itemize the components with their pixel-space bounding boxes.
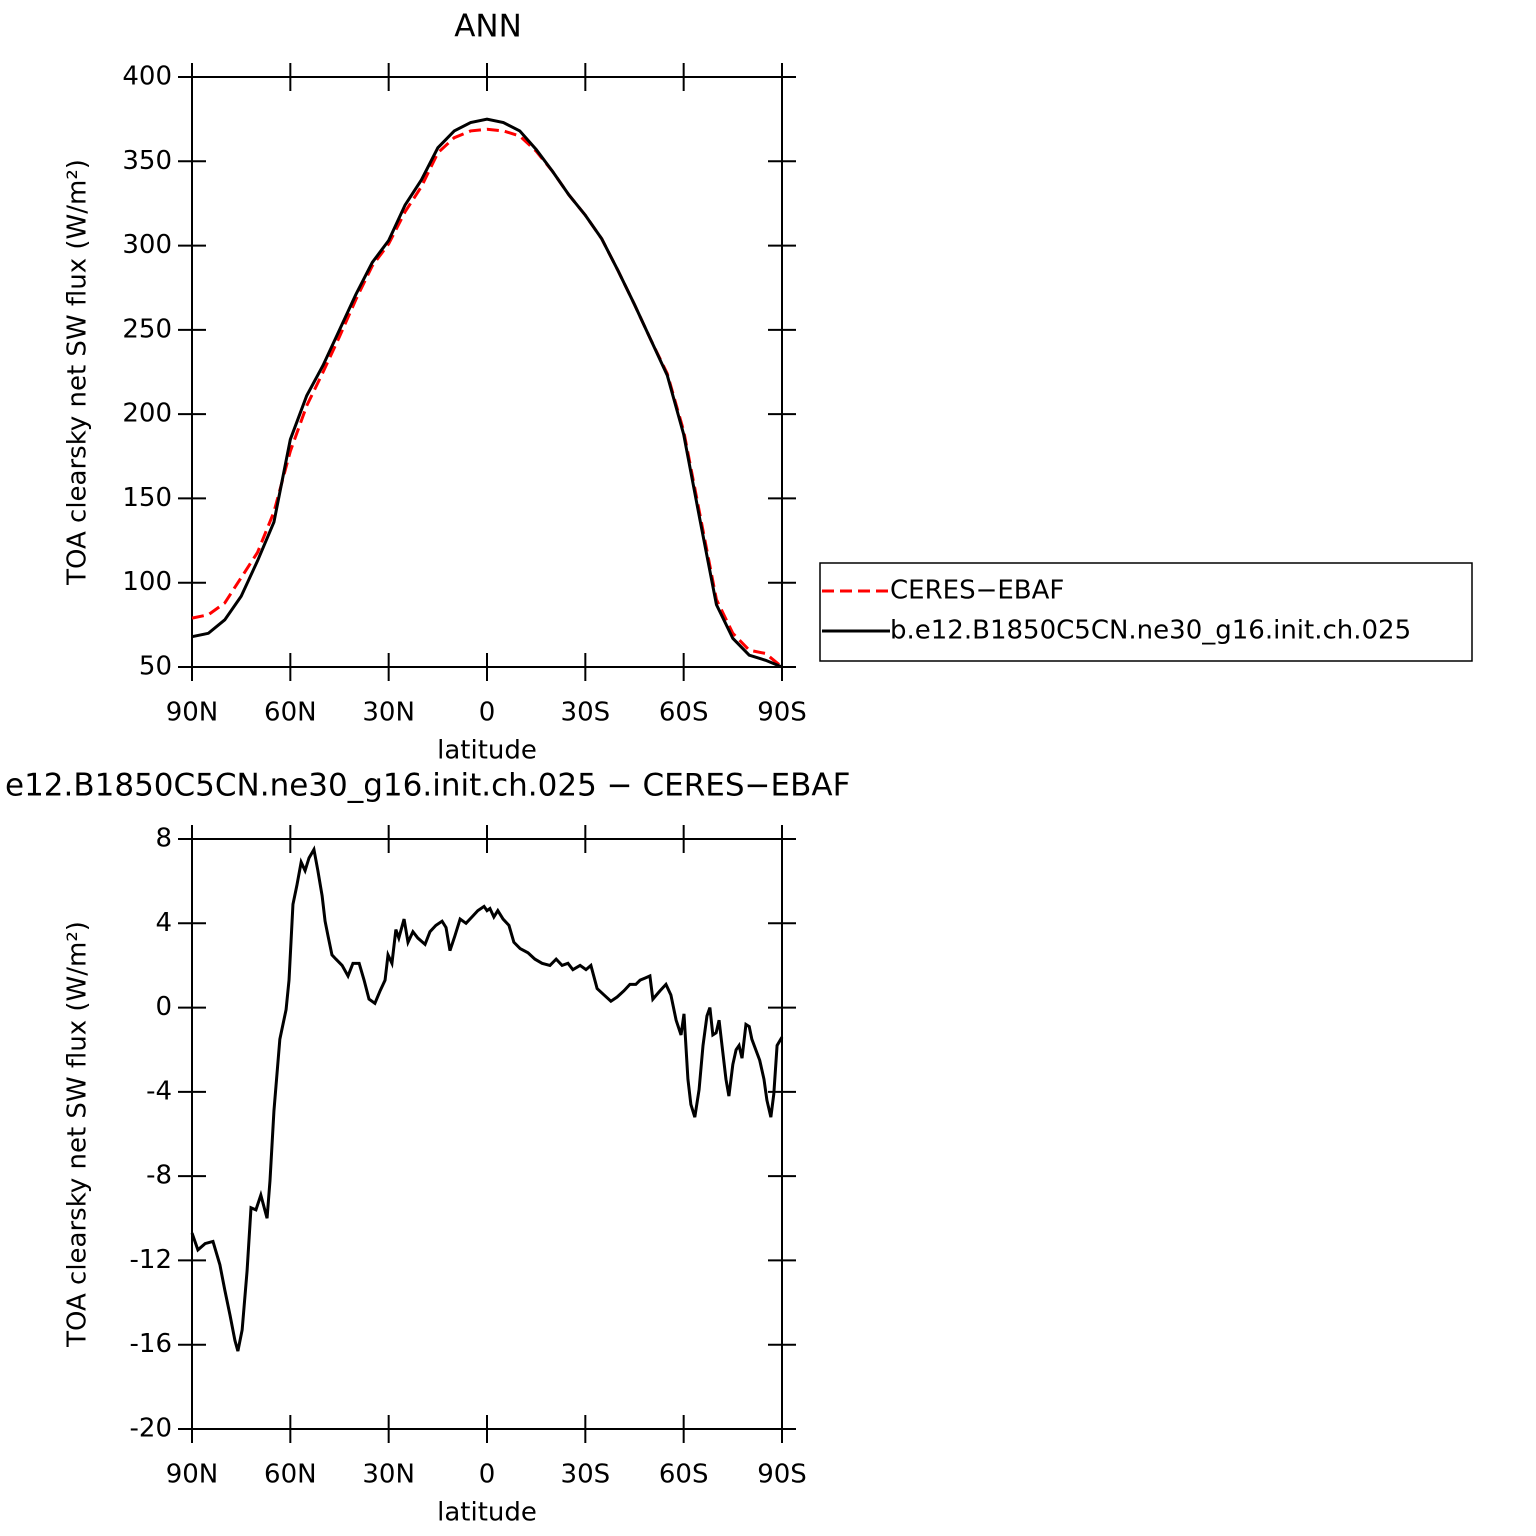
x-tick-label: 60S bbox=[659, 1460, 709, 1490]
x-tick-label: 30N bbox=[362, 698, 415, 728]
y-tick-label: -20 bbox=[130, 1414, 172, 1444]
x-tick-label: 90N bbox=[166, 698, 219, 728]
legend-label: CERES−EBAF bbox=[890, 576, 1064, 606]
x-axis-label: latitude bbox=[437, 736, 537, 766]
x-tick-label: 0 bbox=[479, 698, 496, 728]
y-tick-label: 350 bbox=[122, 146, 172, 176]
x-tick-label: 60S bbox=[659, 698, 709, 728]
x-tick-label: 30S bbox=[561, 698, 611, 728]
y-tick-label: -12 bbox=[130, 1245, 172, 1275]
x-tick-label: 60N bbox=[264, 698, 317, 728]
y-tick-label: 4 bbox=[155, 908, 172, 938]
legend-box bbox=[819, 562, 1473, 662]
y-tick-label: 250 bbox=[122, 314, 172, 344]
x-tick-label: 90N bbox=[166, 1460, 219, 1490]
y-axis-label: TOA clearsky net SW flux (W/m²) bbox=[63, 921, 93, 1348]
x-tick-label: 90S bbox=[757, 1460, 807, 1490]
y-tick-label: 50 bbox=[139, 652, 172, 682]
y-tick-label: 150 bbox=[122, 483, 172, 513]
y-tick-label: -8 bbox=[146, 1161, 172, 1191]
y-tick-label: 400 bbox=[122, 62, 172, 92]
y-axis-label: TOA clearsky net SW flux (W/m²) bbox=[63, 159, 93, 586]
y-tick-label: 100 bbox=[122, 567, 172, 597]
x-tick-label: 30S bbox=[561, 1460, 611, 1490]
y-tick-label: -16 bbox=[130, 1329, 172, 1359]
series-line bbox=[190, 845, 784, 1352]
series-line bbox=[191, 127, 783, 669]
series-line bbox=[191, 117, 783, 669]
x-tick-label: 60N bbox=[264, 1460, 317, 1490]
chart-title: e12.B1850C5CN.ne30_g16.init.ch.025 − CER… bbox=[5, 768, 850, 804]
y-tick-label: 0 bbox=[155, 992, 172, 1022]
x-tick-label: 0 bbox=[479, 1460, 496, 1490]
x-axis-label: latitude bbox=[437, 1498, 537, 1528]
chart-title: ANN bbox=[454, 9, 522, 45]
y-tick-label: 200 bbox=[122, 399, 172, 429]
x-tick-label: 90S bbox=[757, 698, 807, 728]
y-tick-label: 300 bbox=[122, 230, 172, 260]
legend-label: b.e12.B1850C5CN.ne30_g16.init.ch.025 bbox=[890, 616, 1411, 646]
y-tick-label: 8 bbox=[155, 824, 172, 854]
x-tick-label: 30N bbox=[362, 1460, 415, 1490]
y-tick-label: -4 bbox=[146, 1076, 172, 1106]
